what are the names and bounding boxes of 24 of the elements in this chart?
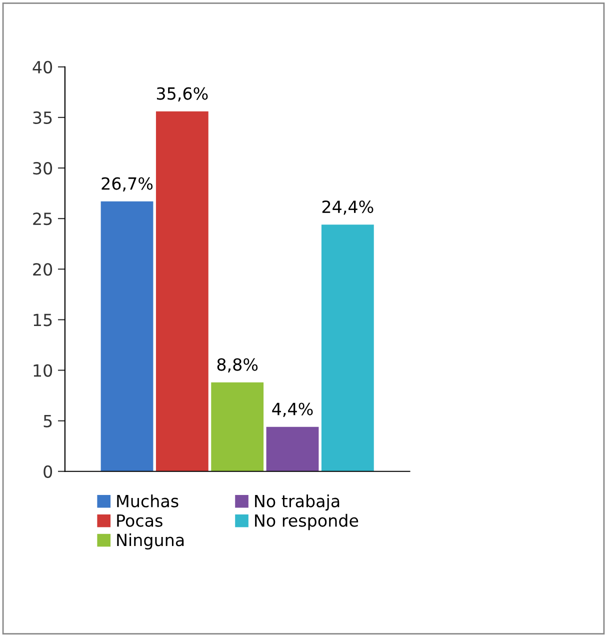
y-tick-label: 15 [34, 314, 52, 326]
y-tick-label: 5 [44, 415, 52, 428]
bar [211, 382, 264, 472]
y-tick-label: 30 [33, 162, 52, 175]
legend-label: Ninguna [117, 533, 184, 550]
legend-label: Muchas [117, 494, 178, 508]
data-label: 26,7% [102, 177, 153, 192]
y-tick-label: 10 [34, 364, 52, 377]
legend-label: No trabaja [255, 494, 340, 511]
data-label: 8,8% [217, 358, 258, 373]
y-tick-label: 20 [33, 263, 52, 276]
bar [266, 426, 319, 472]
legend-label: Pocas [117, 514, 162, 527]
data-label: 24,4% [322, 200, 374, 215]
bar [321, 224, 374, 472]
y-tick-label: 40 [32, 60, 52, 74]
y-tick-label: 0 [44, 465, 52, 478]
y-tick-label: 35 [33, 111, 52, 124]
bar [100, 201, 154, 472]
bar [156, 111, 208, 472]
data-label: 4,4% [272, 402, 313, 418]
y-tick-label: 25 [33, 212, 52, 226]
data-label: 35,6% [156, 87, 208, 102]
legend-label: No responde [255, 514, 358, 530]
